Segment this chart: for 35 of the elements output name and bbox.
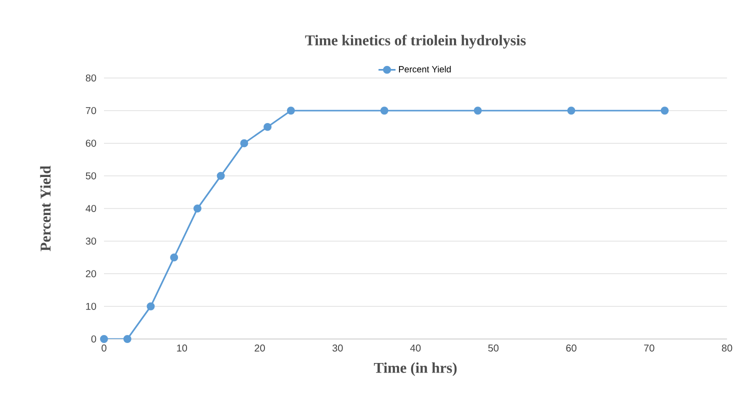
y-tick-label: 40	[86, 204, 96, 212]
point	[240, 139, 248, 148]
y-tick-label: 60	[86, 140, 96, 147]
legend-label: Percent Yield	[399, 66, 451, 72]
point	[660, 106, 669, 115]
point	[146, 302, 155, 310]
point	[286, 106, 295, 115]
x-tick-label: 20	[254, 344, 265, 352]
y-tick-label: 10	[86, 302, 96, 310]
point	[123, 335, 132, 343]
y-tick-label: 80	[86, 74, 96, 82]
point	[193, 204, 202, 212]
x-tick-label: 70	[644, 344, 654, 352]
x-tick-label: 0	[102, 344, 106, 352]
chart-title: Time kinetics of triolein hydrolysis	[305, 34, 526, 48]
y-tick-label: 20	[86, 270, 96, 278]
y-tick-label: 50	[86, 172, 96, 180]
point	[264, 122, 272, 131]
x-axis-title: Time (in hrs)	[374, 362, 457, 376]
y-tick-label: 70	[86, 107, 96, 114]
x-tick-label: 40	[410, 344, 421, 352]
x-tick-label: 80	[722, 344, 732, 352]
point	[567, 106, 576, 115]
x-tick-label: 10	[177, 344, 188, 352]
point	[170, 253, 178, 262]
y-tick-label: 30	[86, 238, 96, 245]
x-tick-label: 30	[332, 344, 343, 352]
x-tick-label: 50	[488, 344, 499, 352]
point	[474, 106, 482, 115]
point	[100, 335, 108, 343]
point	[216, 172, 225, 180]
point	[380, 106, 388, 115]
y-tick-label: 0	[91, 335, 96, 343]
y-axis-title: Percent Yield	[40, 166, 51, 252]
x-tick-label: 60	[566, 344, 576, 352]
